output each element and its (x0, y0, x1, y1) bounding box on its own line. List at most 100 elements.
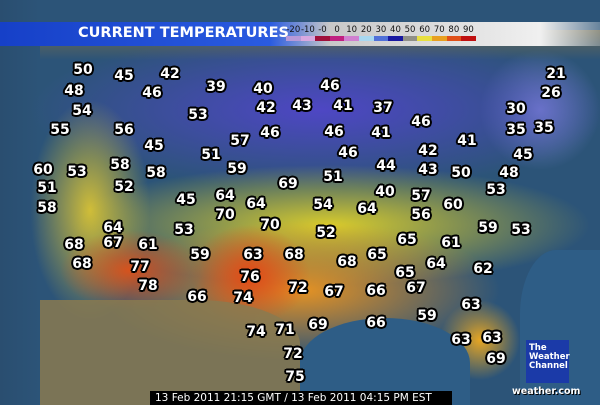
temperature-label: 51 (37, 180, 57, 196)
legend-item: 40 (388, 25, 403, 41)
temperature-label: 61 (138, 237, 158, 253)
temperature-label: 72 (283, 346, 303, 362)
temperature-label: 59 (190, 247, 210, 263)
temperature-label: 26 (541, 85, 561, 101)
temperature-label: 48 (499, 165, 519, 181)
temperature-label: 41 (333, 98, 353, 114)
legend-item: 30 (373, 25, 389, 41)
temperature-label: 63 (461, 297, 481, 313)
legend-label: 90 (463, 25, 474, 35)
temperature-label: 46 (411, 114, 431, 130)
temperature-label: 68 (64, 237, 84, 253)
temperature-label: 50 (451, 165, 471, 181)
legend-swatch (300, 36, 316, 41)
legend-label: 40 (390, 25, 401, 35)
temperature-label: 68 (337, 254, 357, 270)
temperature-label: 67 (103, 235, 123, 251)
legend-swatch (388, 36, 403, 41)
temperature-legend: -20 -10 -0 0 10 20 30 40 50 60 70 80 90 (286, 25, 476, 41)
temperature-label: 77 (130, 259, 150, 275)
temperature-label: 64 (426, 256, 446, 272)
pacific-ocean (0, 0, 40, 405)
temperature-label: 65 (397, 232, 417, 248)
legend-swatch (329, 36, 345, 41)
temperature-label: 42 (160, 66, 180, 82)
temperature-label: 52 (114, 179, 134, 195)
temperature-label: 53 (486, 182, 506, 198)
temperature-label: 74 (246, 324, 266, 340)
legend-item: 80 (446, 25, 462, 41)
temperature-label: 51 (201, 147, 221, 163)
temperature-label: 42 (256, 100, 276, 116)
temperature-label: 48 (64, 83, 84, 99)
site-url: weather.com (512, 386, 581, 397)
temperature-label: 70 (260, 217, 280, 233)
mexico-region (40, 300, 300, 405)
temperature-label: 66 (366, 283, 386, 299)
temperature-label: 64 (357, 201, 377, 217)
temperature-label: 72 (288, 280, 308, 296)
temperature-label: 63 (451, 332, 471, 348)
legend-swatch (344, 36, 359, 41)
legend-label: 50 (404, 25, 416, 35)
logo-line: The (529, 343, 547, 353)
temperature-label: 64 (246, 196, 266, 212)
legend-swatch (286, 36, 301, 41)
legend-item: -10 (300, 25, 316, 41)
temperature-label: 70 (215, 207, 235, 223)
legend-label: -20 (286, 25, 301, 35)
legend-label: 80 (448, 25, 460, 35)
title-bar (0, 22, 600, 46)
temperature-label: 46 (320, 78, 340, 94)
temperature-label: 65 (395, 265, 415, 281)
temperature-label: 75 (285, 369, 305, 385)
temperature-label: 63 (482, 330, 502, 346)
temperature-label: 59 (227, 161, 247, 177)
legend-swatch (358, 36, 374, 41)
legend-swatch (315, 36, 330, 41)
temperature-label: 41 (457, 133, 477, 149)
temperature-label: 46 (260, 125, 280, 141)
temperature-label: 55 (50, 122, 70, 138)
legend-swatch (431, 36, 447, 41)
temperature-label: 54 (313, 197, 333, 213)
temperature-label: 53 (174, 222, 194, 238)
temperature-label: 41 (371, 125, 391, 141)
temperature-label: 56 (411, 207, 431, 223)
temperature-label: 57 (411, 188, 431, 204)
temperature-label: 53 (188, 107, 208, 123)
legend-swatch (417, 36, 432, 41)
legend-swatch (461, 36, 476, 41)
temperature-label: 66 (366, 315, 386, 331)
temperature-label: 45 (144, 138, 164, 154)
legend-label: 20 (360, 25, 372, 35)
legend-item: 20 (358, 25, 374, 41)
temperature-label: 63 (243, 247, 263, 263)
legend-item: 10 (344, 25, 359, 41)
legend-item: 90 (461, 25, 476, 41)
temperature-label: 60 (33, 162, 53, 178)
temperature-label: 56 (114, 122, 134, 138)
temperature-label: 53 (67, 164, 87, 180)
temperature-label: 46 (338, 145, 358, 161)
temperature-label: 71 (275, 322, 295, 338)
legend-label: 60 (419, 25, 431, 35)
temperature-label: 64 (215, 188, 235, 204)
legend-item: 70 (431, 25, 447, 41)
temperature-label: 68 (284, 247, 304, 263)
temperature-label: 46 (142, 85, 162, 101)
temperature-label: 68 (72, 256, 92, 272)
gulf-of-mexico (300, 318, 470, 405)
temperature-label: 21 (546, 66, 566, 82)
temperature-label: 58 (110, 157, 130, 173)
legend-label: 10 (346, 25, 358, 35)
temperature-label: 66 (187, 289, 207, 305)
temperature-label: 76 (240, 269, 260, 285)
temperature-label: 69 (308, 317, 328, 333)
temperature-label: 45 (176, 192, 196, 208)
legend-item: 60 (417, 25, 432, 41)
temperature-label: 37 (373, 100, 393, 116)
temperature-label: 51 (323, 169, 343, 185)
temperature-label: 64 (103, 220, 123, 236)
